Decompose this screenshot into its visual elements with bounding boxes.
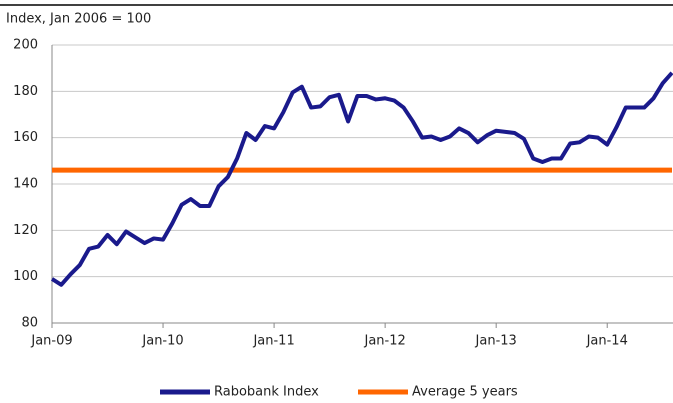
x-tick-label: Jan-11 <box>252 334 294 349</box>
y-tick-label: 120 <box>13 223 38 238</box>
x-tick-label: Jan-10 <box>141 334 183 349</box>
y-axis-label: Index, Jan 2006 = 100 <box>6 12 151 27</box>
x-tick-label: Jan-14 <box>586 334 628 349</box>
y-tick-label: 100 <box>13 269 38 284</box>
x-tick-label: Jan-09 <box>30 334 72 349</box>
legend-label: Average 5 years <box>412 385 518 400</box>
series-line <box>50 71 673 287</box>
x-tick-label: Jan-12 <box>363 334 405 349</box>
y-tick-label: 140 <box>13 177 38 192</box>
y-tick-label: 180 <box>13 84 38 99</box>
legend-label: Rabobank Index <box>214 385 319 400</box>
y-tick-label: 160 <box>13 130 38 145</box>
y-tick-label: 80 <box>21 316 38 331</box>
x-tick-label: Jan-13 <box>475 334 517 349</box>
y-tick-label: 200 <box>13 38 38 53</box>
